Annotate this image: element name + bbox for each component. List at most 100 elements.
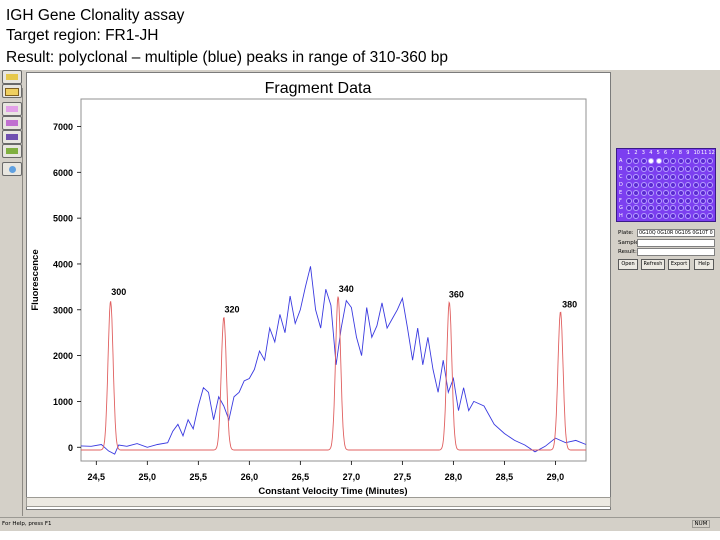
plate-well[interactable] [685,181,692,188]
plate-well[interactable] [633,181,640,188]
plate-well[interactable] [633,165,640,172]
plate-well[interactable] [626,205,632,212]
plate-well[interactable] [685,189,692,196]
open-button[interactable]: Open [618,259,638,270]
help-button[interactable]: Help [694,259,714,270]
plate-well[interactable] [677,213,684,220]
export-button[interactable]: Export [668,259,690,270]
plate-map[interactable]: 1 2 3 4 5 6 7 8 9 10 11 12 A B C D E F G H [616,148,716,222]
plate-well[interactable] [685,213,692,220]
plate-well[interactable] [685,173,692,180]
plate-well[interactable] [700,181,706,188]
plate-well[interactable] [670,197,677,204]
plate-well[interactable] [648,213,655,220]
plate-well[interactable] [648,165,655,172]
plate-well[interactable] [663,181,669,188]
plate-well[interactable] [700,158,706,164]
plate-well[interactable] [707,189,714,196]
plate-well[interactable] [655,181,662,188]
horizontal-scrollbar[interactable] [26,497,611,507]
plate-well[interactable] [707,158,714,164]
plate-well[interactable] [633,189,640,196]
plate-well[interactable] [633,205,640,212]
plate-well[interactable] [640,205,647,212]
plate-well[interactable] [633,173,640,180]
plate-well[interactable] [677,181,684,188]
plate-well[interactable] [640,213,647,220]
plate-well[interactable] [707,165,714,172]
plate-well[interactable] [692,181,699,188]
plate-well[interactable] [663,165,669,172]
plate-well[interactable] [663,173,669,180]
plate-well[interactable] [677,165,684,172]
plate-well[interactable] [692,205,699,212]
plate-well[interactable] [670,205,677,212]
plate-well[interactable] [655,173,662,180]
plate-well[interactable] [692,213,699,220]
plate-well[interactable] [626,181,632,188]
plate-well[interactable] [640,173,647,180]
plate-well[interactable] [655,205,662,212]
plate-well[interactable] [663,197,669,204]
plate-well[interactable] [670,189,677,196]
plate-well[interactable] [663,158,669,164]
plate-well[interactable] [677,197,684,204]
result-field[interactable] [637,248,715,256]
plate-well[interactable] [700,213,706,220]
plate-well[interactable] [626,173,632,180]
plate-well[interactable] [670,165,677,172]
plate-well[interactable] [663,213,669,220]
plate-well[interactable] [670,213,677,220]
plate-well[interactable] [700,189,706,196]
plate-well[interactable] [655,213,662,220]
plate-well[interactable] [707,181,714,188]
plate-well[interactable] [626,189,632,196]
refresh-button[interactable]: Refresh [641,259,665,270]
plate-well[interactable] [700,173,706,180]
plate-well[interactable] [692,197,699,204]
plate-well[interactable] [655,165,662,172]
plate-well[interactable] [692,173,699,180]
plate-well[interactable] [648,197,655,204]
plate-well[interactable] [707,205,714,212]
plate-well[interactable] [677,158,684,164]
plate-well[interactable] [626,158,632,164]
plate-well[interactable] [707,213,714,220]
plate-well[interactable] [655,197,662,204]
zoom-icon[interactable] [2,162,22,176]
plate-well[interactable] [692,189,699,196]
plate-well[interactable] [677,173,684,180]
plate-well[interactable] [640,189,647,196]
plate-well[interactable] [707,197,714,204]
plate-well[interactable] [655,158,662,164]
plate-well[interactable] [670,173,677,180]
plate-well[interactable] [670,158,677,164]
plate-well[interactable] [648,173,655,180]
plate-well[interactable] [700,165,706,172]
plate-well[interactable] [633,197,640,204]
plate-well[interactable] [648,158,655,164]
gel-image-icon[interactable] [2,70,22,84]
plate-well[interactable] [626,213,632,220]
plate-well[interactable] [640,197,647,204]
plate-well[interactable] [685,165,692,172]
plate-well[interactable] [633,158,640,164]
plate-well[interactable] [655,189,662,196]
plate-well[interactable] [677,189,684,196]
plate-well[interactable] [626,197,632,204]
plate-select[interactable]: 0G10Q 0G10R 0G10S 0G10T 0 [637,229,715,237]
electropherogram-icon[interactable] [2,116,22,130]
sizing-table-icon[interactable] [2,84,22,98]
plate-well[interactable] [685,205,692,212]
plate-well[interactable] [648,181,655,188]
trace-icon[interactable] [2,130,22,144]
plate-well[interactable] [633,213,640,220]
plate-well[interactable] [707,173,714,180]
plate-well[interactable] [626,165,632,172]
plate-well[interactable] [700,205,706,212]
plate-well[interactable] [640,181,647,188]
plate-well[interactable] [648,205,655,212]
plate-well[interactable] [663,205,669,212]
plate-well[interactable] [640,165,647,172]
sample-field[interactable] [637,239,715,247]
